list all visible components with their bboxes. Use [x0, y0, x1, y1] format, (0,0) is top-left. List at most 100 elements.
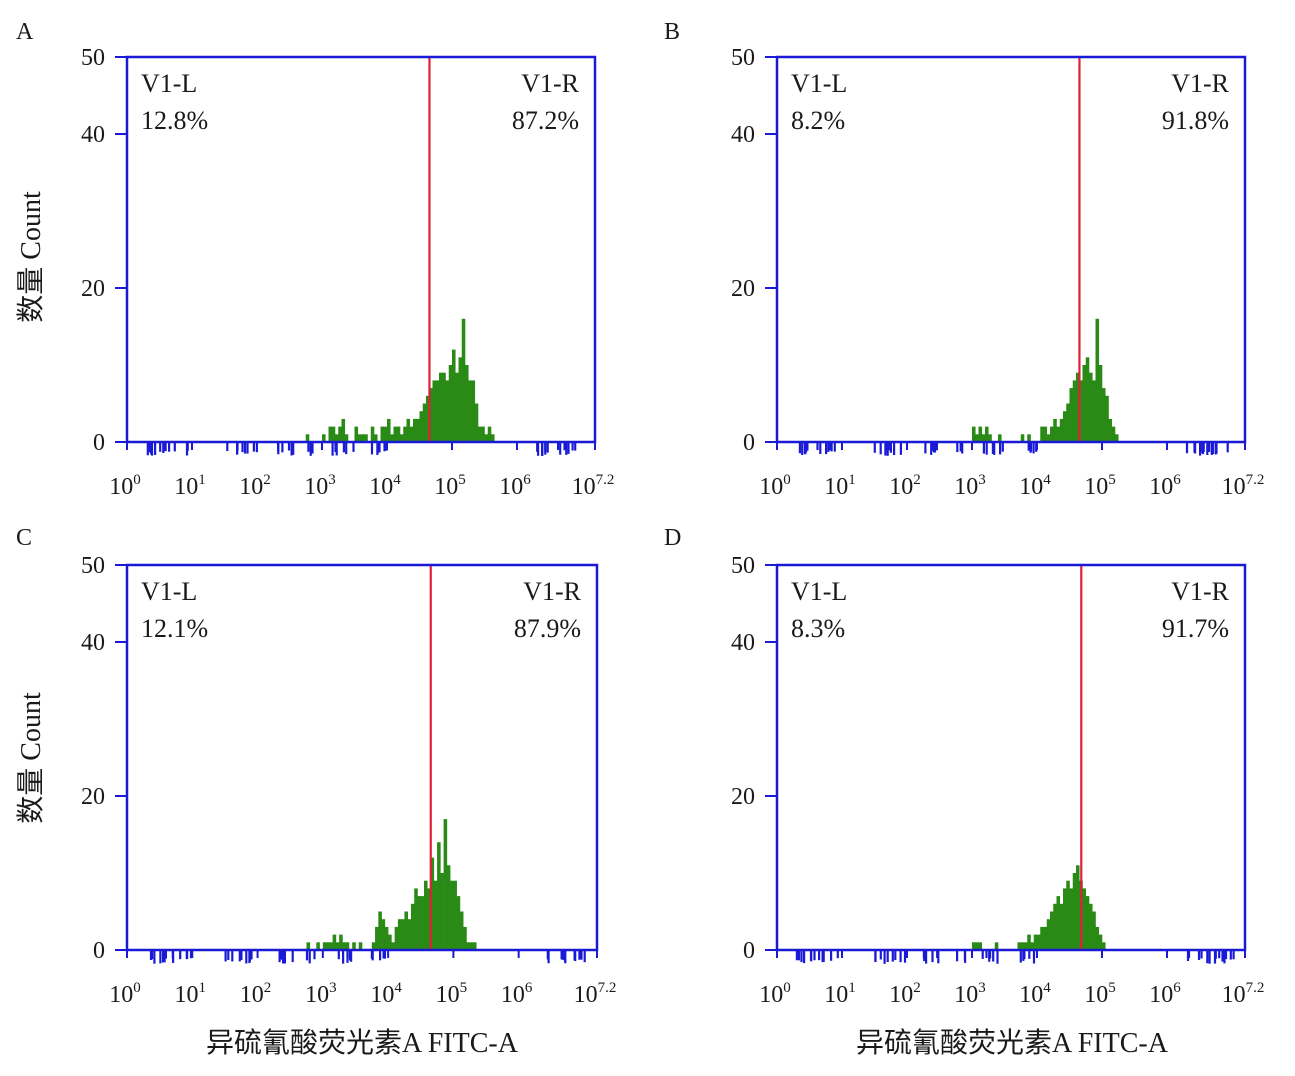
gate-label-left-percent: 12.8%: [141, 106, 208, 135]
y-tick-label: 20: [81, 784, 105, 810]
gate-label-left-name: V1-L: [141, 69, 197, 98]
histogram-bar: [371, 942, 376, 950]
gate-label-right-name: V1-R: [1171, 69, 1229, 98]
x-tick-label: 106: [499, 472, 531, 500]
x-tick-label: 101: [175, 980, 207, 1008]
histogram-bar: [316, 942, 320, 950]
histogram-bar: [988, 434, 992, 442]
histogram-bar: [352, 942, 356, 950]
histogram-bar: [1063, 411, 1067, 442]
histogram-bar: [364, 434, 368, 442]
gate-label-left-name: V1-L: [141, 577, 197, 606]
y-axis-title-bottom: 数量 Count: [15, 692, 47, 824]
histogram-bar: [335, 434, 339, 442]
gate-label-right-name: V1-R: [521, 69, 579, 98]
histogram-bar: [419, 411, 424, 442]
y-tick-label: 20: [731, 784, 755, 810]
x-tick-label: 107.2: [1222, 980, 1265, 1008]
histogram-bar: [1105, 395, 1109, 442]
histogram-bar: [322, 942, 327, 950]
histogram-bar: [985, 426, 989, 442]
histogram-bar: [491, 434, 495, 442]
histogram-bar: [393, 426, 398, 442]
histogram-bar: [329, 942, 333, 950]
panel-letter: D: [664, 525, 681, 551]
plot-frame: [125, 55, 597, 444]
histogram-bar: [378, 911, 382, 950]
y-tick-label: 0: [93, 430, 105, 456]
gate-label-right-percent: 91.8%: [1162, 106, 1229, 135]
histogram-bar: [1053, 903, 1057, 950]
histogram-bar: [1069, 888, 1074, 950]
panel-letter: B: [664, 19, 680, 45]
histogram-bar: [452, 349, 456, 442]
x-tick-label: 104: [1019, 472, 1051, 500]
histogram-bar: [455, 372, 459, 442]
histogram-bar: [443, 819, 448, 950]
histogram-bar: [339, 934, 343, 950]
y-tick-label: 20: [81, 276, 105, 302]
histogram-bar: [387, 418, 391, 442]
histogram-bar: [978, 426, 983, 442]
histogram-bar: [975, 434, 979, 442]
gate-label-right-percent: 91.7%: [1162, 614, 1229, 643]
gate-label-left-name: V1-L: [791, 69, 847, 98]
x-tick-label: 100: [109, 980, 141, 1008]
y-tick-label: 40: [81, 630, 105, 656]
histogram-bar: [972, 426, 976, 442]
x-tick-label: 104: [369, 472, 401, 500]
histogram-bar: [1089, 372, 1093, 442]
histogram-bar: [331, 426, 336, 442]
histogram-bar: [1050, 426, 1054, 442]
panel-letter: A: [16, 19, 34, 45]
histogram-bar: [466, 942, 470, 950]
x-tick-label: 106: [1149, 472, 1181, 500]
histogram-bar: [474, 403, 479, 442]
histogram-bar: [342, 942, 346, 950]
x-tick-label: 104: [1019, 980, 1051, 1008]
histogram-bar: [305, 434, 310, 442]
histogram-bar: [1050, 911, 1054, 950]
histogram-bar: [1040, 426, 1044, 442]
histogram-bar: [1020, 434, 1025, 442]
histogram-bar: [487, 426, 492, 442]
x-tick-label: 103: [304, 472, 336, 500]
y-tick-label: 20: [731, 276, 755, 302]
x-tick-label: 102: [889, 980, 921, 1008]
histogram-bar: [1072, 873, 1077, 950]
histogram-bar: [972, 942, 976, 950]
histogram-bar: [391, 942, 395, 950]
histogram-bar: [445, 380, 450, 442]
histogram-panel-B: B 0 20 40 50 100 101 102 103 104 105 106 107.2 V1-L 8.…: [664, 19, 1264, 500]
axis-rug: [146, 442, 577, 456]
histogram-bar: [1046, 434, 1051, 442]
x-tick-label: 102: [240, 980, 271, 1008]
y-tick-label: 50: [81, 45, 105, 71]
gate-label-right-percent: 87.2%: [512, 106, 579, 135]
histogram-bar: [394, 926, 399, 950]
histogram-bar: [1102, 388, 1106, 442]
histogram-bar: [1059, 903, 1064, 950]
histogram-bar: [1079, 380, 1083, 442]
histogram-bar: [358, 942, 363, 950]
plot-frame: [775, 55, 1247, 444]
x-axis-title-right: 异硫氰酸荧光素A FITC-A: [856, 1027, 1169, 1059]
x-tick-label: 107.2: [574, 980, 617, 1008]
plot-frame: [125, 563, 599, 952]
histogram-bar: [975, 942, 979, 950]
histogram-panel-A: A 0 20 40 50 100 101 102 103 104 105 106 107.2 V1-L 12…: [16, 19, 614, 500]
x-tick-label: 101: [174, 472, 206, 500]
histogram-bar: [1066, 403, 1070, 442]
y-tick-label: 40: [731, 630, 755, 656]
gate-label-right-name: V1-R: [1171, 577, 1229, 606]
x-tick-label: 103: [305, 980, 337, 1008]
histogram-bar: [381, 919, 386, 950]
histogram-bar: [400, 434, 404, 442]
histogram-bar: [1069, 388, 1074, 442]
x-tick-label: 103: [954, 472, 986, 500]
gate-label-left-percent: 8.3%: [791, 614, 845, 643]
gate-label-left-percent: 8.2%: [791, 106, 845, 135]
histogram-bar: [361, 434, 365, 442]
histogram-bar: [404, 911, 408, 950]
histogram-bar: [1095, 318, 1100, 442]
